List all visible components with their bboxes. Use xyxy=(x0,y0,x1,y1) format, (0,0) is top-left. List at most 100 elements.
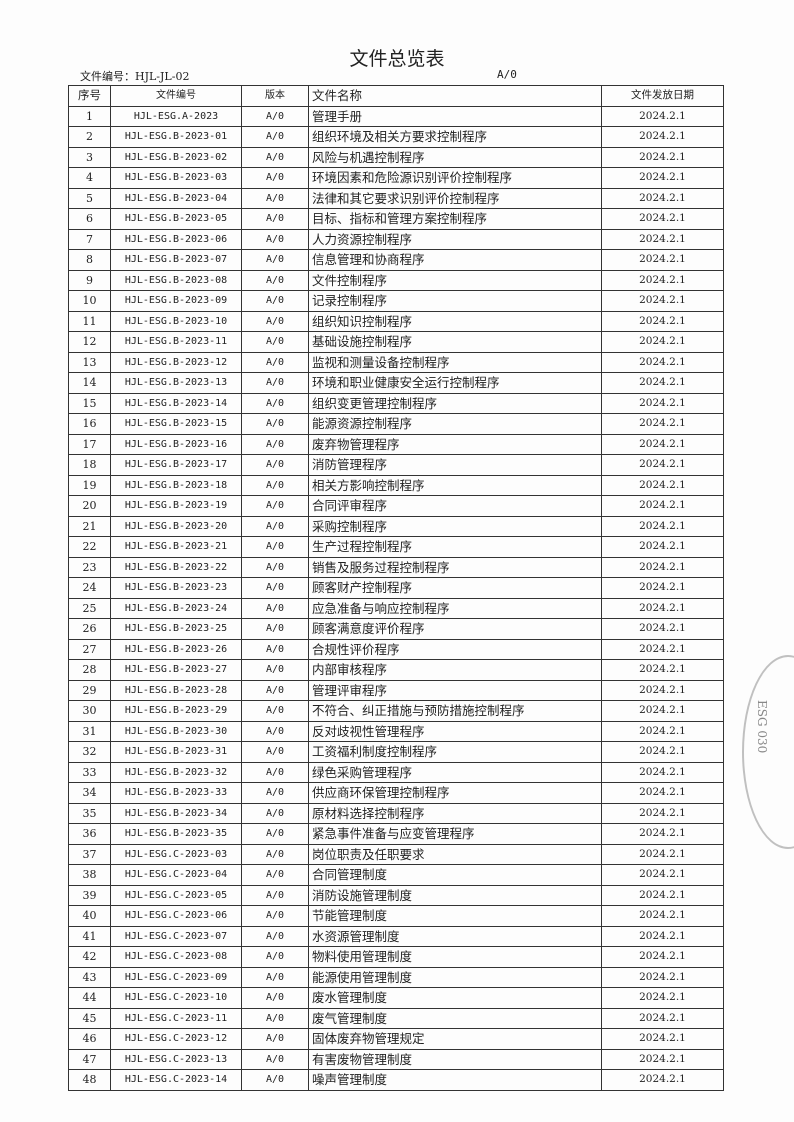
row-version: A/0 xyxy=(241,269,309,291)
row-file-number: HJL-ESG.B-2023-32 xyxy=(110,761,242,783)
row-seq: 38 xyxy=(68,864,111,886)
row-issue-date: 2024.2.1 xyxy=(601,884,724,906)
row-seq: 14 xyxy=(68,372,111,394)
row-file-number: HJL-ESG.C-2023-07 xyxy=(110,925,242,947)
row-version: A/0 xyxy=(241,249,309,271)
row-file-number: HJL-ESG.B-2023-18 xyxy=(110,474,242,496)
row-file-number: HJL-ESG.B-2023-28 xyxy=(110,679,242,701)
row-seq: 6 xyxy=(68,208,111,230)
row-file-number: HJL-ESG.B-2023-07 xyxy=(110,249,242,271)
row-seq: 32 xyxy=(68,741,111,763)
row-issue-date: 2024.2.1 xyxy=(601,638,724,660)
row-version: A/0 xyxy=(241,577,309,599)
row-file-number: HJL-ESG.C-2023-14 xyxy=(110,1069,242,1091)
table-row: 31 HJL-ESG.B-2023-30 A/0 反对歧视性管理程序 2024.2.1 xyxy=(68,720,724,742)
row-seq: 31 xyxy=(68,720,111,742)
document-title: 文件总览表 xyxy=(349,48,445,70)
row-issue-date: 2024.2.1 xyxy=(601,597,724,619)
row-file-name: 人力资源控制程序 xyxy=(308,228,602,250)
row-issue-date: 2024.2.1 xyxy=(601,454,724,476)
row-issue-date: 2024.2.1 xyxy=(601,126,724,148)
row-file-name: 组织知识控制程序 xyxy=(308,310,602,332)
row-file-name: 组织环境及相关方要求控制程序 xyxy=(308,126,602,148)
table-row: 5 HJL-ESG.B-2023-04 A/0 法律和其它要求识别评价控制程序 2024… xyxy=(68,187,724,209)
row-issue-date: 2024.2.1 xyxy=(601,187,724,209)
table-row: 7 HJL-ESG.B-2023-06 A/0 人力资源控制程序 2024.2.1 xyxy=(68,228,724,250)
row-seq: 47 xyxy=(68,1048,111,1070)
row-version: A/0 xyxy=(241,946,309,968)
row-file-name: 采购控制程序 xyxy=(308,515,602,537)
row-file-name: 环境因素和危险源识别评价控制程序 xyxy=(308,167,602,189)
row-file-name: 废水管理制度 xyxy=(308,987,602,1009)
header-version: 版本 xyxy=(241,85,309,107)
row-version: A/0 xyxy=(241,700,309,722)
table-row: 41 HJL-ESG.C-2023-07 A/0 水资源管理制度 2024.2.1 xyxy=(68,925,724,947)
row-file-number: HJL-ESG.B-2023-10 xyxy=(110,310,242,332)
table-row: 13 HJL-ESG.B-2023-12 A/0 监视和测量设备控制程序 2024.2.… xyxy=(68,351,724,373)
row-file-number: HJL-ESG.B-2023-34 xyxy=(110,802,242,824)
row-issue-date: 2024.2.1 xyxy=(601,577,724,599)
row-version: A/0 xyxy=(241,1069,309,1091)
row-file-name: 废弃物管理程序 xyxy=(308,433,602,455)
row-version: A/0 xyxy=(241,187,309,209)
table-row: 42 HJL-ESG.C-2023-08 A/0 物料使用管理制度 2024.2.1 xyxy=(68,946,724,968)
row-issue-date: 2024.2.1 xyxy=(601,864,724,886)
row-version: A/0 xyxy=(241,515,309,537)
table-row: 48 HJL-ESG.C-2023-14 A/0 噪声管理制度 2024.2.1 xyxy=(68,1069,724,1091)
row-seq: 28 xyxy=(68,659,111,681)
table-row: 33 HJL-ESG.B-2023-32 A/0 绿色采购管理程序 2024.2.1 xyxy=(68,761,724,783)
row-seq: 1 xyxy=(68,105,111,127)
row-file-number: HJL-ESG.C-2023-03 xyxy=(110,843,242,865)
row-issue-date: 2024.2.1 xyxy=(601,679,724,701)
file-overview-table: 序号 文件编号 版本 文件名称 文件发放日期 1 HJL-ESG.A-2023 A/… xyxy=(68,85,724,1091)
row-file-name: 能源资源控制程序 xyxy=(308,413,602,435)
row-file-name: 相关方影响控制程序 xyxy=(308,474,602,496)
row-seq: 44 xyxy=(68,987,111,1009)
table-row: 6 HJL-ESG.B-2023-05 A/0 目标、指标和管理方案控制程序 2024.… xyxy=(68,208,724,230)
table-row: 44 HJL-ESG.C-2023-10 A/0 废水管理制度 2024.2.1 xyxy=(68,987,724,1009)
row-file-number: HJL-ESG.B-2023-33 xyxy=(110,782,242,804)
row-file-name: 内部审核程序 xyxy=(308,659,602,681)
row-seq: 48 xyxy=(68,1069,111,1091)
row-issue-date: 2024.2.1 xyxy=(601,474,724,496)
table-row: 20 HJL-ESG.B-2023-19 A/0 合同评审程序 2024.2.1 xyxy=(68,495,724,517)
row-file-number: HJL-ESG.B-2023-19 xyxy=(110,495,242,517)
row-version: A/0 xyxy=(241,761,309,783)
row-version: A/0 xyxy=(241,905,309,927)
row-file-name: 销售及服务过程控制程序 xyxy=(308,556,602,578)
row-version: A/0 xyxy=(241,823,309,845)
seal-stamp-text: ESG 030 xyxy=(755,700,769,754)
row-file-name: 管理手册 xyxy=(308,105,602,127)
row-issue-date: 2024.2.1 xyxy=(601,413,724,435)
row-file-name: 组织变更管理控制程序 xyxy=(308,392,602,414)
table-row: 25 HJL-ESG.B-2023-24 A/0 应急准备与响应控制程序 2024.2.… xyxy=(68,597,724,619)
row-version: A/0 xyxy=(241,536,309,558)
row-file-number: HJL-ESG.B-2023-29 xyxy=(110,700,242,722)
table-row: 8 HJL-ESG.B-2023-07 A/0 信息管理和协商程序 2024.2.1 xyxy=(68,249,724,271)
row-file-name: 记录控制程序 xyxy=(308,290,602,312)
row-file-name: 固体废弃物管理规定 xyxy=(308,1028,602,1050)
table-row: 15 HJL-ESG.B-2023-14 A/0 组织变更管理控制程序 2024.2.1 xyxy=(68,392,724,414)
row-seq: 11 xyxy=(68,310,111,332)
row-file-name: 原材料选择控制程序 xyxy=(308,802,602,824)
row-version: A/0 xyxy=(241,372,309,394)
row-file-name: 监视和测量设备控制程序 xyxy=(308,351,602,373)
row-file-number: HJL-ESG.C-2023-05 xyxy=(110,884,242,906)
row-issue-date: 2024.2.1 xyxy=(601,720,724,742)
row-file-name: 绿色采购管理程序 xyxy=(308,761,602,783)
row-seq: 25 xyxy=(68,597,111,619)
row-file-name: 风险与机遇控制程序 xyxy=(308,146,602,168)
row-seq: 39 xyxy=(68,884,111,906)
row-file-name: 顾客财产控制程序 xyxy=(308,577,602,599)
row-seq: 16 xyxy=(68,413,111,435)
row-seq: 20 xyxy=(68,495,111,517)
table-row: 27 HJL-ESG.B-2023-26 A/0 合规性评价程序 2024.2.1 xyxy=(68,638,724,660)
row-version: A/0 xyxy=(241,556,309,578)
row-file-name: 紧急事件准备与应变管理程序 xyxy=(308,823,602,845)
row-issue-date: 2024.2.1 xyxy=(601,331,724,353)
row-file-number: HJL-ESG.B-2023-15 xyxy=(110,413,242,435)
table-row: 32 HJL-ESG.B-2023-31 A/0 工资福利制度控制程序 2024.2.1 xyxy=(68,741,724,763)
row-version: A/0 xyxy=(241,884,309,906)
row-issue-date: 2024.2.1 xyxy=(601,515,724,537)
row-file-number: HJL-ESG.C-2023-12 xyxy=(110,1028,242,1050)
